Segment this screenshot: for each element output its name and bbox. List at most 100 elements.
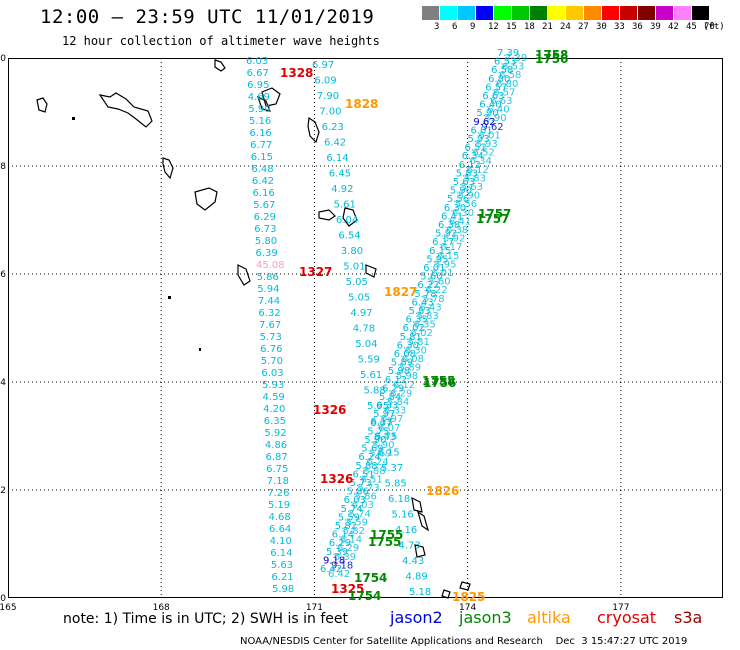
pass-time-label: 1756 [423, 376, 456, 390]
track3-swh-value: 6.52 [465, 143, 487, 154]
scale-swatch [512, 6, 530, 20]
track3-swh-value: 5.90 [484, 113, 506, 124]
track3-swh-value: 6.57 [493, 87, 515, 98]
track1-swh-value: 5.73 [260, 332, 282, 343]
track3-swh-value: 6.01 [423, 263, 445, 274]
island-outline [162, 157, 174, 180]
track1-swh-value: 7.26 [267, 488, 289, 499]
track3-swh-value: 5.82 [343, 526, 365, 537]
track3-swh-value: 6.17 [432, 237, 454, 248]
pass-time-label: 1757 [478, 207, 511, 221]
pass-time-label: 1827 [384, 285, 417, 299]
track2-swh-value: 6.18 [388, 494, 410, 505]
track3-swh-value: 6.43 [411, 297, 433, 308]
x-tick-label: 174 [459, 603, 476, 613]
track3-swh-value: 9.62 [473, 117, 495, 128]
track3-swh-value: 5.83 [409, 306, 431, 317]
track2-swh-value: 6.13 [371, 417, 393, 428]
track3-swh-value: 7.39 [505, 53, 527, 64]
x-tick-label: 168 [153, 603, 170, 613]
track3-swh-value: 6.41 [441, 211, 463, 222]
track3-swh-value: 5.90 [364, 435, 386, 446]
track3-swh-value: 5.78 [414, 289, 436, 300]
y-tick-label: 10 [0, 54, 6, 64]
track3-swh-value: 5.92 [435, 229, 457, 240]
scale-label: 24 [560, 22, 571, 32]
pass-time-label: 1826 [426, 484, 459, 498]
track3-swh-value: 6.51 [352, 469, 374, 480]
track2-swh-value: 3.80 [341, 246, 363, 257]
scale-label: 21 [542, 22, 553, 32]
track3-swh-value: 6.22 [425, 285, 447, 296]
track3-swh-value: 5.93 [468, 134, 490, 145]
pass-time-label: 1757 [476, 212, 509, 226]
track1-swh-value: 45.08 [256, 260, 285, 271]
track1-swh-value: 4.86 [265, 440, 287, 451]
scale-swatch [602, 6, 620, 20]
track1-swh-value: 6.14 [270, 548, 292, 559]
track3-swh-value: 6.34 [470, 156, 492, 167]
island-dot [168, 296, 171, 299]
track3-swh-value: 6.03 [344, 495, 366, 506]
track1-swh-value: 6.87 [266, 452, 288, 463]
track1-swh-value: 6.21 [271, 572, 293, 583]
track3-swh-value: 5.84 [379, 392, 401, 403]
pass-time-label: 1754 [354, 571, 387, 585]
track3-swh-value: 9.62 [481, 122, 503, 133]
track3-swh-value: 5.90 [372, 440, 394, 451]
track1-swh-value: 6.67 [247, 68, 269, 79]
track3-swh-value: 6.02 [403, 323, 425, 334]
track3-swh-value: 6.29 [337, 543, 359, 554]
track2-swh-value: 6.97 [312, 60, 334, 71]
track3-swh-value: 6.29 [390, 388, 412, 399]
track3-swh-value: 6.01 [470, 125, 492, 136]
track1-swh-value: 5.16 [249, 116, 271, 127]
track2-swh-value: 4.92 [331, 184, 353, 195]
track3-swh-value: 6.58 [499, 70, 521, 81]
track3-swh-value: 5.60 [420, 272, 442, 283]
track3-swh-value: 6.22 [417, 280, 439, 291]
track2-swh-value: 5.88 [364, 386, 386, 397]
footnote: note: 1) Time is in UTC; 2) SWH is in fe… [63, 611, 349, 627]
track2-swh-value: 5.16 [392, 510, 414, 521]
scale-label: 18 [524, 22, 535, 32]
x-tick-label: 171 [306, 603, 323, 613]
pass-time-label: 1758 [535, 48, 568, 62]
island-outline [237, 264, 251, 286]
track3-swh-value: 6.01 [478, 130, 500, 141]
satellite-legend-altika: altika [527, 608, 571, 627]
island-outline [318, 209, 336, 221]
track1-swh-value: 6.77 [250, 140, 272, 151]
track1-swh-value: 5.86 [257, 272, 279, 283]
track3-swh-value: 5.89 [391, 358, 413, 369]
track3-swh-value: 5.81 [408, 337, 430, 348]
track3-swh-value: 5.98 [396, 371, 418, 382]
scale-label: 27 [578, 22, 589, 32]
track3-swh-value: 5.95 [426, 254, 448, 265]
x-tick-label: 177 [612, 603, 629, 613]
track3-swh-value: 5.74 [341, 504, 363, 515]
track2-swh-value: 6.04 [336, 215, 358, 226]
track3-swh-value: 5.97 [373, 409, 395, 420]
track1-swh-value: 6.03 [261, 368, 283, 379]
track1-swh-value: 4.69 [248, 92, 270, 103]
track3-swh-value: 5.81 [400, 332, 422, 343]
pass-time-label: 1828 [345, 97, 378, 111]
wave-height-map [8, 58, 723, 598]
track3-swh-value: 6.29 [382, 383, 404, 394]
track1-swh-value: 7.44 [258, 296, 280, 307]
track3-swh-value: 6.57 [485, 82, 507, 93]
track3-swh-value: 6.33 [376, 401, 398, 412]
track3-swh-value: 6.07 [370, 418, 392, 429]
pass-time-label: 1328 [280, 66, 313, 80]
track1-swh-value: 5.80 [255, 236, 277, 247]
track3-swh-value: 6.30 [405, 345, 427, 356]
scale-swatch [638, 6, 656, 20]
pass-time-label: 1325 [331, 582, 364, 596]
scale-label: 15 [506, 22, 517, 32]
scale-swatch [476, 6, 494, 20]
track2-swh-value: 4.78 [353, 324, 375, 335]
track3-swh-value: 6.41 [449, 216, 471, 227]
island-outline [365, 264, 377, 278]
scale-swatch [692, 6, 710, 20]
